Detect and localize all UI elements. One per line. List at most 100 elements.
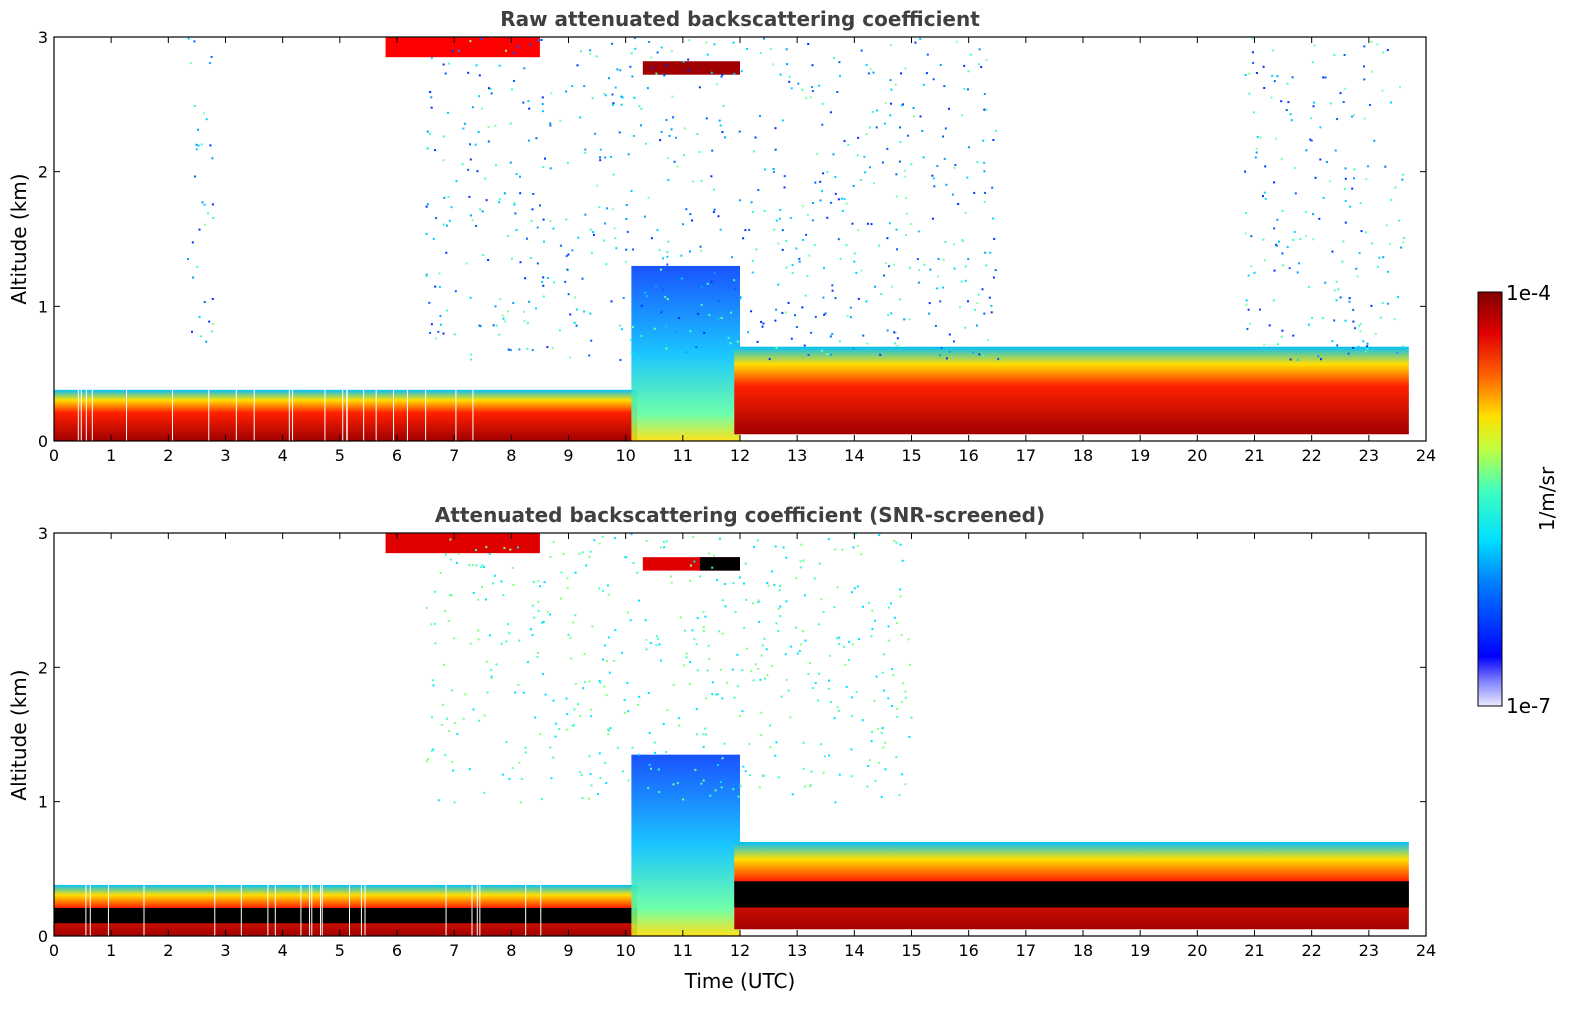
noise-speck (733, 279, 736, 282)
noise-speck (804, 639, 807, 642)
x-tick-label: 18 (1073, 446, 1093, 465)
noise-speck (453, 801, 456, 804)
noise-speck (711, 693, 714, 696)
noise-speck (799, 566, 802, 569)
noise-speck (1312, 105, 1315, 108)
noise-speck (650, 56, 653, 59)
noise-speck (630, 52, 633, 55)
noise-speck (710, 71, 713, 74)
y-tick-label: 1 (38, 793, 48, 812)
x-tick-label: 19 (1130, 446, 1150, 465)
noise-speck (653, 741, 656, 744)
noise-speck (1307, 323, 1310, 326)
noise-speck (1329, 102, 1332, 105)
noise-speck (610, 300, 613, 303)
noise-speck (785, 240, 788, 242)
noise-speck (1343, 54, 1346, 56)
noise-speck (564, 280, 567, 283)
noise-speck (997, 358, 1000, 361)
noise-speck (581, 797, 584, 800)
plot-area (54, 37, 1409, 441)
noise-speck (1402, 236, 1405, 239)
noise-speck (879, 353, 882, 356)
noise-speck (614, 237, 617, 240)
noise-speck (719, 228, 722, 231)
noise-speck (205, 118, 208, 121)
noise-speck (1259, 308, 1261, 311)
noise-speck (519, 175, 521, 178)
noise-speck (775, 219, 778, 222)
noise-speck (745, 598, 748, 601)
noise-speck (430, 96, 433, 99)
noise-speck (1390, 101, 1393, 104)
noise-speck (702, 626, 705, 628)
noise-speck (518, 761, 521, 764)
noise-speck (542, 673, 545, 675)
noise-speck (786, 63, 789, 66)
y-tick-label: 1 (38, 297, 48, 316)
noise-speck (985, 108, 988, 111)
noise-speck (1366, 342, 1369, 345)
noise-speck (434, 285, 437, 288)
noise-speck (1335, 280, 1338, 283)
noise-speck (1290, 119, 1293, 122)
noise-speck (599, 681, 602, 684)
noise-speck (472, 592, 475, 594)
noise-speck (721, 632, 724, 635)
noise-speck (1296, 271, 1299, 274)
noise-speck (791, 793, 794, 796)
noise-speck (968, 146, 970, 149)
noise-speck (444, 553, 447, 556)
noise-speck (939, 300, 942, 303)
noise-speck (623, 711, 626, 714)
noise-speck (893, 539, 896, 542)
noise-speck (558, 329, 561, 332)
noise-speck (788, 80, 791, 83)
noise-speck (463, 122, 466, 125)
noise-speck (612, 102, 615, 105)
noise-speck (1334, 149, 1337, 152)
noise-speck (433, 622, 436, 625)
noise-speck (707, 552, 710, 555)
noise-speck (529, 256, 532, 259)
noise-speck (737, 795, 740, 798)
noise-speck (857, 136, 860, 139)
noise-speck (448, 594, 451, 597)
noise-speck (569, 636, 572, 639)
noise-speck (918, 269, 920, 272)
noise-speck (1311, 61, 1314, 64)
noise-speck (871, 609, 874, 612)
noise-speck (694, 768, 697, 771)
noise-speck (942, 286, 944, 289)
noise-speck (606, 660, 608, 662)
noise-speck (895, 541, 898, 544)
noise-speck (632, 248, 635, 251)
noise-speck (985, 264, 988, 267)
noise-speck (627, 779, 630, 782)
noise-speck (589, 49, 592, 52)
noise-speck (869, 68, 872, 71)
noise-speck (687, 58, 690, 61)
noise-speck (744, 562, 747, 565)
noise-speck (796, 652, 799, 655)
x-tick-label: 3 (220, 941, 230, 960)
noise-speck (771, 570, 774, 573)
noise-speck (532, 581, 535, 584)
x-tick-label: 6 (392, 941, 402, 960)
noise-speck (549, 122, 552, 125)
noise-speck (855, 690, 858, 693)
noise-speck (797, 82, 800, 85)
noise-speck (1343, 188, 1346, 191)
noise-speck (475, 225, 478, 227)
noise-speck (584, 148, 587, 151)
noise-speck (619, 69, 622, 72)
noise-speck (498, 333, 501, 336)
noise-speck (200, 335, 203, 338)
noise-speck (691, 629, 694, 632)
noise-speck (203, 203, 206, 206)
noise-speck (1263, 87, 1266, 89)
noise-speck (434, 149, 437, 152)
noise-speck (1270, 96, 1273, 99)
noise-speck (820, 598, 823, 601)
noise-speck (759, 115, 761, 117)
